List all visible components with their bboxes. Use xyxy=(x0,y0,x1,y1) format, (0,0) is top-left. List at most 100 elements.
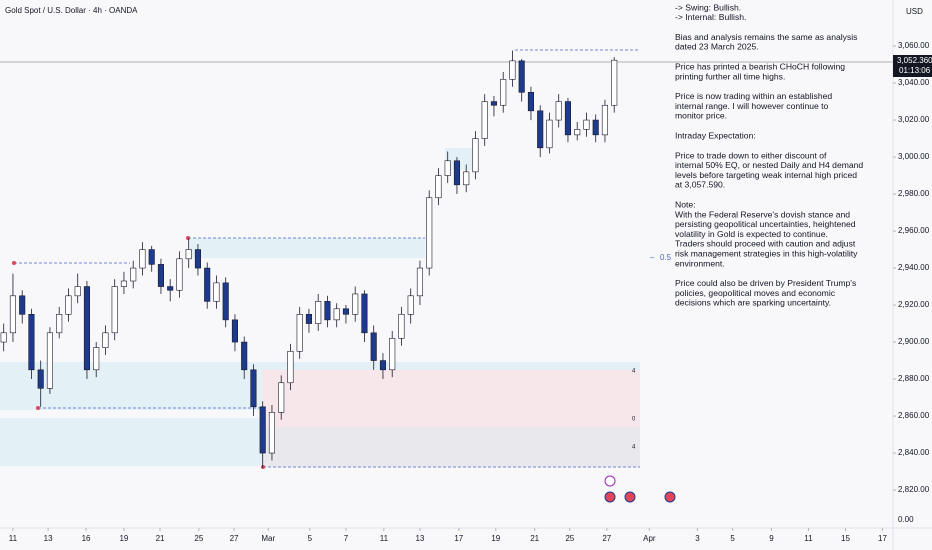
candle-body xyxy=(102,332,109,348)
x-tick-label: 27 xyxy=(230,534,239,543)
zone-label: 4 xyxy=(632,369,636,375)
x-tick-label: 3 xyxy=(695,534,700,543)
candle-body xyxy=(148,249,155,265)
range-zone xyxy=(262,427,640,467)
candle-body xyxy=(56,314,63,334)
candle-body xyxy=(453,160,461,186)
y-tick-label: 3,000.00 xyxy=(898,152,930,161)
candle-body xyxy=(28,314,35,371)
candle-body xyxy=(601,104,609,136)
candle-body xyxy=(37,369,44,389)
zone-label: 0 xyxy=(632,417,636,423)
candle-body xyxy=(463,171,470,186)
candle-body xyxy=(407,295,414,315)
candle-body xyxy=(490,101,498,106)
candle-body xyxy=(564,101,572,136)
demand-zone xyxy=(0,418,262,466)
candle-body xyxy=(83,286,91,371)
candle-body xyxy=(426,197,433,269)
candle-body xyxy=(361,293,368,334)
candle-body xyxy=(333,308,340,321)
annotation-line: printing further all time highs. xyxy=(675,71,785,81)
annotation-line: Intraday Expectation: xyxy=(675,130,756,140)
annotation-line: Price has printed a bearish CHoCH follow… xyxy=(675,61,845,71)
x-tick-label: 25 xyxy=(565,534,574,543)
y-tick-label: 2,920.00 xyxy=(898,300,930,309)
annotation-line: decisions which are sparking uncertainty… xyxy=(675,298,831,308)
candle-body xyxy=(611,59,618,106)
price-box xyxy=(893,55,932,77)
candle-body xyxy=(46,332,54,389)
x-tick-label: 13 xyxy=(415,534,424,543)
event-icon xyxy=(604,491,616,503)
candle-body xyxy=(574,129,581,136)
candle-body xyxy=(389,338,396,371)
candle-body xyxy=(120,280,128,287)
event-icon xyxy=(604,475,616,487)
candle-body xyxy=(278,382,285,413)
annotation-line: risk management strategies in this high-… xyxy=(675,248,858,258)
candle-body xyxy=(231,319,239,343)
y-tick-label: 2,940.00 xyxy=(898,263,930,272)
annotation-line: Note: xyxy=(675,199,696,209)
candle-body xyxy=(19,295,26,315)
x-tick-label: 27 xyxy=(602,534,611,543)
annotation-line: at 3,057.590. xyxy=(675,180,725,190)
swing-point xyxy=(12,261,16,265)
candle-body xyxy=(93,347,100,371)
x-tick-label: 5 xyxy=(308,534,313,543)
annotation-line: Price to trade down to either discount o… xyxy=(675,150,827,160)
annotation-line: internal 50% EQ, or nested Daily and H4 … xyxy=(675,160,863,170)
annotation-line: monitor price. xyxy=(675,111,727,121)
candle-body xyxy=(111,286,118,334)
x-tick-label: 17 xyxy=(454,534,463,543)
y-tick-label: 2,820.00 xyxy=(898,485,930,494)
y-tick-label: 2,980.00 xyxy=(898,189,930,198)
zone xyxy=(190,238,425,258)
candle-body xyxy=(435,175,442,199)
candle-body xyxy=(194,249,202,269)
annotation-line: Price is now trading within an establish… xyxy=(675,91,832,101)
x-tick-label: 13 xyxy=(44,534,53,543)
zone xyxy=(445,148,472,170)
candle-body xyxy=(546,119,553,149)
x-tick-label: 11 xyxy=(380,534,389,543)
x-tick-label: Mar xyxy=(261,534,275,543)
swing-point xyxy=(186,236,190,240)
y-tick-label: 2,900.00 xyxy=(898,337,930,346)
x-tick-label: Apr xyxy=(643,534,656,543)
candle-body xyxy=(296,314,303,352)
y-tick-label: 2,880.00 xyxy=(898,374,930,383)
candle-body xyxy=(472,138,479,173)
candle-body xyxy=(222,282,229,321)
price-label: 3,052.360 xyxy=(897,56,932,65)
candle-body xyxy=(342,308,350,315)
annotation-line: levels before targeting weak internal hi… xyxy=(675,170,857,180)
candle-body xyxy=(555,101,562,121)
candle-body xyxy=(250,369,257,408)
level-label: 0.5 xyxy=(660,253,672,262)
candle-body xyxy=(537,110,544,149)
currency: USD xyxy=(906,7,923,16)
x-tick-label: 25 xyxy=(194,534,203,543)
candle-body xyxy=(9,295,17,334)
chart-title: Gold Spot / U.S. Dollar · 4h · OANDA xyxy=(5,6,138,15)
annotation-line: -> Internal: Bullish. xyxy=(675,12,746,22)
candle-body xyxy=(518,60,525,93)
annotation-line: environment. xyxy=(675,258,725,268)
y-tick-label: 2,840.00 xyxy=(898,448,930,457)
annotation-line: With the Federal Reserve's dovish stance… xyxy=(675,209,850,219)
candle-body xyxy=(444,160,451,176)
annotation-line: -> Swing: Bullish. xyxy=(675,2,741,12)
candle-body xyxy=(287,351,294,384)
candle-body xyxy=(527,92,535,112)
candle-body xyxy=(379,360,387,371)
candle-body xyxy=(324,301,331,321)
candle-body xyxy=(167,286,174,291)
x-tick-label: 17 xyxy=(878,534,887,543)
candle-body xyxy=(241,341,248,371)
x-tick-label: 19 xyxy=(119,534,128,543)
candle-body xyxy=(481,101,488,139)
bottom-label: 0.00 xyxy=(898,515,914,524)
